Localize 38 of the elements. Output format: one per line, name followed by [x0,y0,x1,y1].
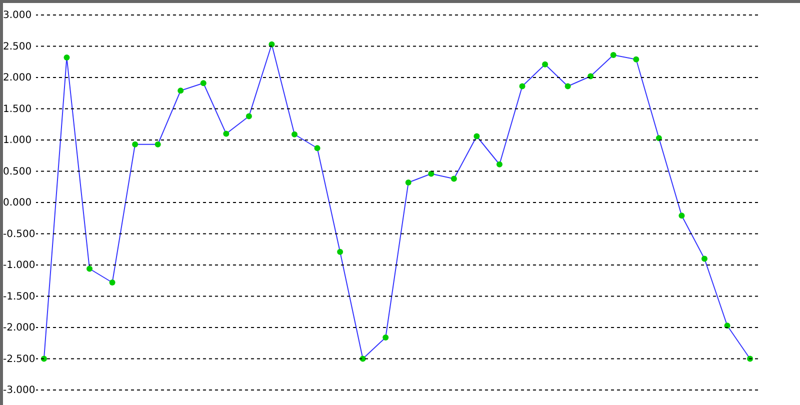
point [200,80,206,86]
point [519,83,526,90]
point [656,135,662,142]
point [154,141,161,148]
point [64,54,70,60]
point [292,131,298,138]
y-tick-label: 2.500 [3,41,32,52]
point [701,256,708,262]
point [678,212,685,219]
point [382,334,389,340]
point [223,130,230,137]
point [474,133,480,140]
point [132,141,138,148]
y-tick-label: -1.000 [3,260,36,271]
y-tick-label: 1.000 [3,135,32,146]
point [86,266,93,272]
point [314,145,320,152]
y-tick-label: 0.000 [3,198,32,208]
y-tick-label: 0.500 [3,166,32,178]
y-tick-label: 2.000 [3,72,32,84]
point [610,52,616,58]
point [450,176,457,182]
y-tick-label: 1.500 [3,104,32,115]
point [337,248,344,255]
y-tick-label: -3.000 [3,385,36,396]
point [109,280,116,286]
point [496,161,502,168]
y-tick-label: -2.500 [3,354,36,365]
point [633,56,640,62]
point [405,180,412,186]
point [564,83,571,90]
y-tick-label: -0.500 [3,228,36,240]
y-tick-label: 3.000 [3,10,32,21]
y-tick-label: -1.500 [3,291,36,302]
point [542,61,548,68]
point [246,113,252,120]
y-tick-label: -2.000 [3,322,36,334]
point [178,88,184,94]
